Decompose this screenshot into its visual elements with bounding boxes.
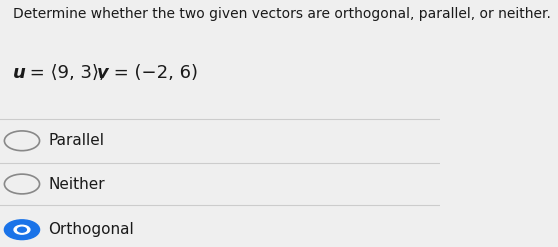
- Circle shape: [14, 225, 30, 234]
- Text: Orthogonal: Orthogonal: [49, 222, 134, 237]
- Text: Determine whether the two given vectors are orthogonal, parallel, or neither.: Determine whether the two given vectors …: [13, 7, 551, 21]
- Circle shape: [18, 227, 26, 232]
- Circle shape: [4, 220, 40, 240]
- Text: = ⟨9, 3⟩,: = ⟨9, 3⟩,: [24, 64, 117, 82]
- Text: Parallel: Parallel: [49, 133, 104, 148]
- Text: = (−2, 6): = (−2, 6): [108, 64, 198, 82]
- Text: v: v: [97, 64, 108, 82]
- Text: u: u: [13, 64, 26, 82]
- Text: Neither: Neither: [49, 177, 105, 191]
